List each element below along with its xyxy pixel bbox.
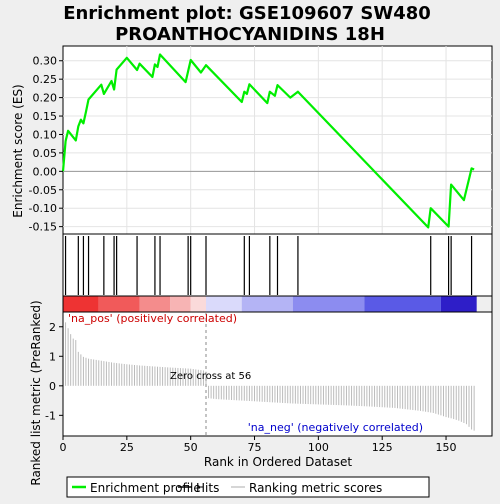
es-y-tick-label: 0.00 <box>33 165 58 178</box>
es-y-tick-label: 0.15 <box>33 110 58 123</box>
plot-title-line2: PROANTHOCYANIDINS 18H <box>115 24 385 45</box>
es-y-tick-label: 0.25 <box>33 73 58 86</box>
colorbar-segment <box>190 296 206 312</box>
x-tick-label: 25 <box>120 441 134 454</box>
x-tick-label: 100 <box>308 441 329 454</box>
ranking-y-axis-label: Ranked list metric (PreRanked) <box>29 300 43 485</box>
x-tick-label: 150 <box>436 441 457 454</box>
legend-box <box>66 476 430 498</box>
x-tick-label: 75 <box>248 441 262 454</box>
es-y-tick-label: 0.20 <box>33 92 58 105</box>
colorbar-segment <box>206 296 242 312</box>
ranking-y-tick-label: -1 <box>45 409 56 422</box>
colorbar-segment <box>63 296 99 312</box>
x-tick-label: 50 <box>184 441 198 454</box>
plot-title-line1: Enrichment plot: GSE109607 SW480 <box>63 3 431 24</box>
colorbar-segment <box>139 296 171 312</box>
positive-correlation-label: 'na_pos' (positively correlated) <box>68 312 237 325</box>
ranking-y-tick-label: 2 <box>49 321 56 334</box>
x-axis-label: Rank in Ordered Dataset <box>204 455 352 469</box>
colorbar-segment <box>292 296 365 312</box>
es-y-tick-label: -0.15 <box>29 221 57 234</box>
es-panel <box>62 45 493 235</box>
ranking-y-tick-label: 1 <box>49 350 56 363</box>
x-tick-label: 0 <box>60 441 67 454</box>
es-y-tick-label: -0.05 <box>29 184 57 197</box>
es-y-tick-label: 0.30 <box>33 55 58 68</box>
es-y-axis-label: Enrichment score (ES) <box>11 84 25 217</box>
colorbar-segment <box>440 296 477 312</box>
ranking-y-tick-label: 0 <box>49 380 56 393</box>
legend-label-hits: Hits <box>196 481 219 495</box>
zero-cross-label: Zero cross at 56 <box>170 371 251 382</box>
ranking-panel <box>62 311 493 437</box>
es-y-tick-label: 0.05 <box>33 147 58 160</box>
es-y-tick-label: 0.10 <box>33 128 58 141</box>
colorbar-segment <box>364 296 441 312</box>
x-tick-label: 125 <box>372 441 393 454</box>
legend-label-ranking: Ranking metric scores <box>249 481 382 495</box>
legend-label-profile: Enrichment profile <box>90 481 201 495</box>
negative-correlation-label: 'na_neg' (negatively correlated) <box>248 421 423 434</box>
colorbar-segment <box>170 296 191 312</box>
colorbar-segment <box>98 296 140 312</box>
colorbar-segment <box>241 296 293 312</box>
enrichment-profile-line <box>61 53 475 229</box>
es-y-tick-label: -0.10 <box>29 202 57 215</box>
